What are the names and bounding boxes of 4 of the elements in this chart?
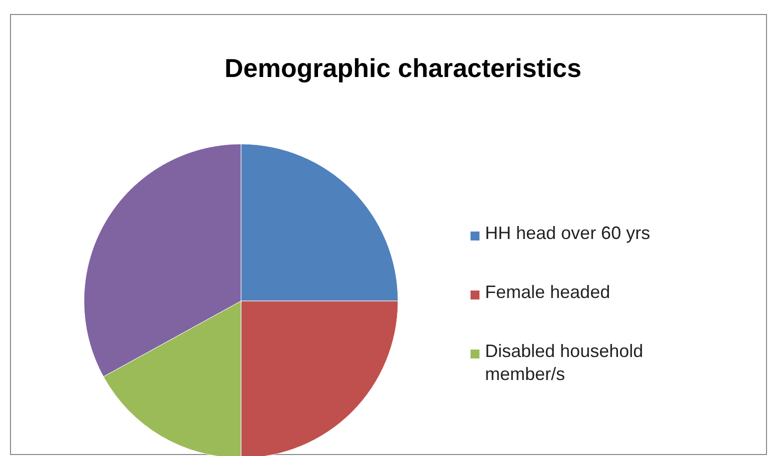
chart-title: Demographic characteristics — [224, 53, 582, 83]
legend-label: HH head over 60 yrs — [485, 223, 650, 243]
legend-label: Female headed — [485, 282, 610, 302]
legend-label: Disabled household member/s — [485, 341, 644, 384]
